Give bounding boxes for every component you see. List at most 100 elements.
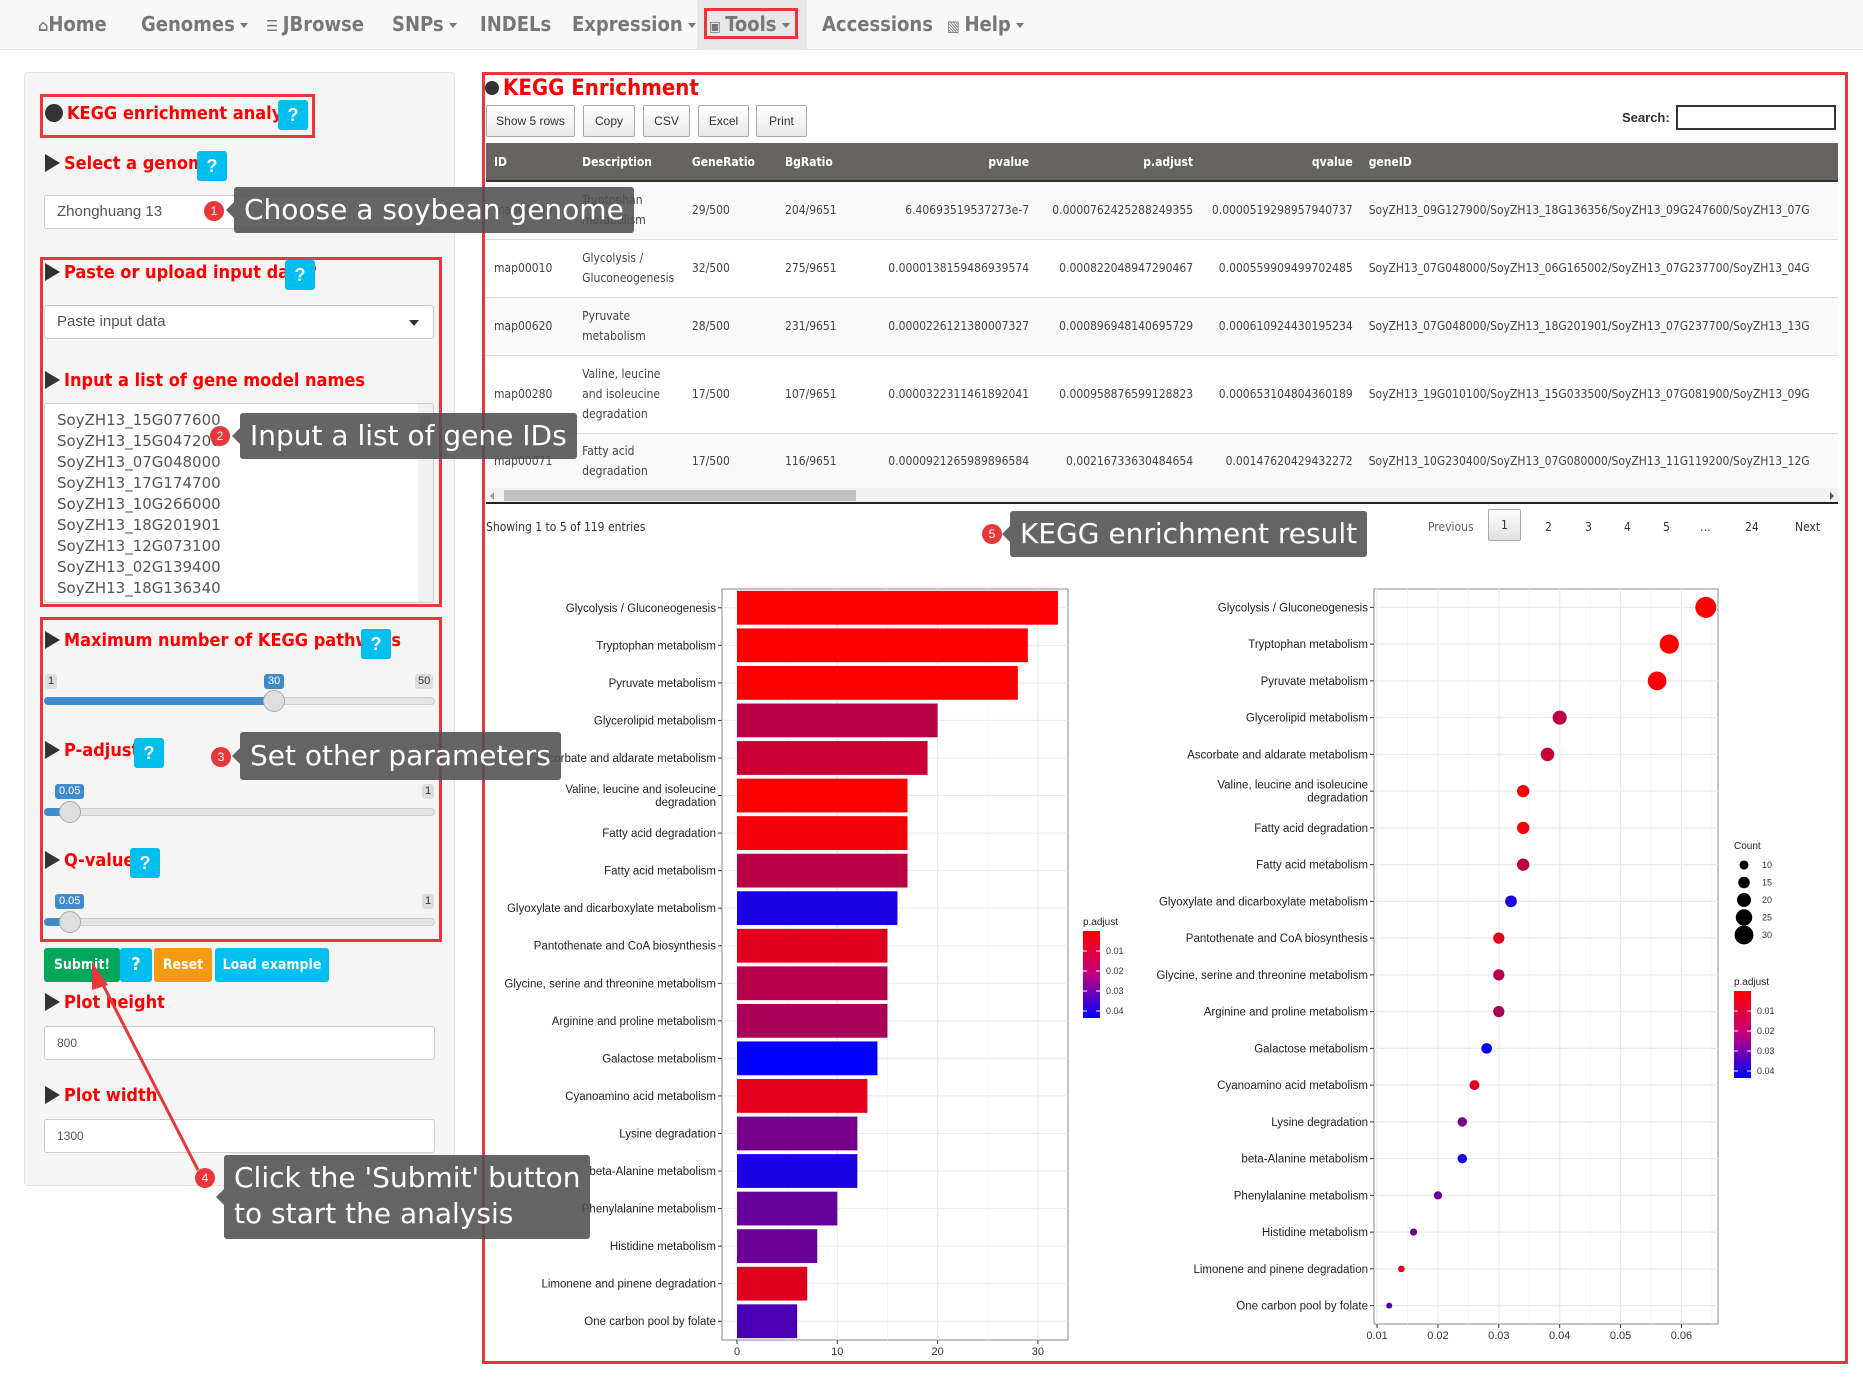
dot <box>1505 895 1517 908</box>
table-cell-description: Glycolysis / Gluconeogenesis <box>574 239 684 298</box>
pagination-page[interactable]: 4 <box>1624 520 1631 534</box>
column-header-description[interactable]: Description <box>574 143 684 182</box>
bar <box>737 1003 888 1038</box>
input-mode-select[interactable]: Paste input data <box>44 305 434 339</box>
dot <box>1386 1302 1393 1309</box>
nav-expression[interactable]: Expression <box>572 0 696 50</box>
callout-badge-4: 4 <box>195 1168 215 1188</box>
table-cell-qvalue: 0.000610924430195234 <box>1201 297 1361 356</box>
gene-list-line: SoyZH13_18G136340 <box>57 579 221 597</box>
table-row[interactable]: map00280 Valine, leucine and isoleucine d… <box>486 355 1838 434</box>
nav-genomes[interactable]: Genomes <box>141 0 248 50</box>
max-pathways-help-button[interactable]: ? <box>361 629 391 659</box>
category-label: Pantothenate and CoA biosynthesis <box>534 941 716 953</box>
size-legend-dot <box>1738 876 1750 889</box>
top-navbar: ⌂Home Genomes ☰ JBrowse SNPs INDELs Expr… <box>0 0 1863 50</box>
pagination-previous[interactable]: Previous <box>1428 520 1474 534</box>
nav-accessions[interactable]: Accessions <box>822 12 933 36</box>
x-tick-label: 10 <box>831 1346 843 1358</box>
dot <box>1516 784 1530 798</box>
table-cell-pvalue: 0.0000226121380007327 <box>868 297 1038 356</box>
plot-width-input[interactable]: 1300 <box>44 1119 435 1153</box>
qvalue-help-button[interactable]: ? <box>130 848 160 878</box>
padjust-help-button[interactable]: ? <box>134 738 164 768</box>
column-header-pvalue[interactable]: pvalue <box>868 143 1038 182</box>
print-button[interactable]: Print <box>756 105 807 137</box>
pagination-page[interactable]: 1 <box>1488 509 1521 541</box>
load-example-button[interactable]: Load example <box>215 948 329 982</box>
gene-list-line: SoyZH13_15G077600 <box>57 411 221 429</box>
pagination-page[interactable]: 5 <box>1663 520 1670 534</box>
nav-snps[interactable]: SNPs <box>392 0 457 50</box>
category-label: Arginine and proline metabolism <box>1204 1007 1368 1019</box>
size-legend-label: 15 <box>1762 878 1772 888</box>
submit-help-button[interactable]: ? <box>120 948 152 982</box>
legend-tick-label: 0.01 <box>1106 946 1124 956</box>
table-cell-id: map00620 <box>486 297 575 356</box>
callout-4: Click the 'Submit' button to start the a… <box>215 1155 591 1239</box>
column-header-p-adjust[interactable]: p.adjust <box>1037 143 1202 182</box>
dot <box>1457 1117 1468 1127</box>
column-header-bgratio[interactable]: BgRatio <box>776 143 869 182</box>
category-label: Tryptophan metabolism <box>1248 639 1368 651</box>
bullet-icon <box>45 104 63 122</box>
table-cell-geneid: SoyZH13_09G127900/SoyZH13_18G136356/SoyZ… <box>1360 181 1838 240</box>
scroll-left-arrow-icon[interactable] <box>490 492 494 500</box>
excel-button[interactable]: Excel <box>698 105 749 137</box>
pagination-next[interactable]: Next <box>1795 520 1821 534</box>
legend-colorbar <box>1734 991 1751 1078</box>
qvalue-slider-handle[interactable] <box>59 911 81 933</box>
scrollbar-thumb[interactable] <box>504 490 856 501</box>
category-label: Glycerolipid metabolism <box>594 715 716 727</box>
table-header-row: ID Description GeneRatio BgRatio pvalue p.adj… <box>486 143 1838 182</box>
form-title: KEGG enrichment analysis <box>45 103 307 124</box>
copy-button[interactable]: Copy <box>583 105 635 137</box>
callout-badge-2: 2 <box>210 426 230 446</box>
padjust-label: P-adjust <box>45 740 139 761</box>
bar <box>737 1229 818 1264</box>
column-header-qvalue[interactable]: qvalue <box>1201 143 1361 182</box>
nav-jbrowse[interactable]: ☰ JBrowse <box>266 12 364 36</box>
table-cell-pvalue: 0.0000921265989896584 <box>868 433 1038 490</box>
form-help-button[interactable]: ? <box>278 100 308 130</box>
scroll-right-arrow-icon[interactable] <box>1830 492 1834 500</box>
bar <box>737 741 928 775</box>
x-tick-label: 30 <box>1032 1346 1044 1358</box>
pagination-page[interactable]: 3 <box>1585 520 1592 534</box>
nav-indels[interactable]: INDELs <box>480 12 552 36</box>
qvalue-slider-fill <box>44 918 66 926</box>
padjust-slider-handle[interactable] <box>59 801 81 823</box>
gene-list-line: SoyZH13_18G201901 <box>57 516 221 534</box>
category-label: Galactose metabolism <box>1254 1043 1368 1055</box>
csv-button[interactable]: CSV <box>643 105 690 137</box>
pagination-page[interactable]: 24 <box>1745 520 1759 534</box>
bar <box>737 966 888 1001</box>
x-tick-label: 0.05 <box>1610 1330 1631 1342</box>
category-label: Limonene and pinene degradation <box>541 1279 716 1291</box>
table-row[interactable]: map00010 Glycolysis / Gluconeogenesis 32/5… <box>486 239 1838 298</box>
triangle-right-icon <box>45 154 60 172</box>
nav-help[interactable]: ▧ Help <box>947 0 1024 50</box>
callout-5: KEGG enrichment result <box>1001 511 1368 557</box>
table-horizontal-scrollbar[interactable] <box>486 488 1838 504</box>
column-header-generatio[interactable]: GeneRatio <box>683 143 777 182</box>
pagination-page[interactable]: 2 <box>1545 520 1552 534</box>
show-rows-button[interactable]: Show 5 rows <box>486 105 575 137</box>
genome-help-button[interactable]: ? <box>197 151 227 181</box>
x-tick-label: 0.01 <box>1366 1330 1387 1342</box>
table-row[interactable]: map00380Tryptophan metabolism29/500204/9… <box>486 181 1838 240</box>
reset-button[interactable]: Reset <box>154 948 212 982</box>
input-mode-help-button[interactable]: ? <box>285 260 315 290</box>
column-header-id[interactable]: ID <box>486 143 575 182</box>
dot <box>1695 596 1717 618</box>
bar <box>737 1191 838 1226</box>
plot-height-input[interactable]: 800 <box>44 1026 435 1060</box>
table-row[interactable]: map00620 Pyruvate metabolism 28/500 231/965… <box>486 297 1838 356</box>
category-label: Valine, leucine and isoleucine <box>565 784 716 796</box>
search-input[interactable] <box>1676 105 1836 130</box>
nav-home[interactable]: ⌂Home <box>38 12 107 36</box>
table-row[interactable]: map00071 Fatty acid degradation 17/500 116/… <box>486 433 1838 490</box>
table-cell-pvalue: 0.0000138159486939574 <box>868 239 1038 298</box>
column-header-geneid[interactable]: geneID <box>1360 143 1838 182</box>
max-pathways-slider-handle[interactable] <box>263 690 285 712</box>
